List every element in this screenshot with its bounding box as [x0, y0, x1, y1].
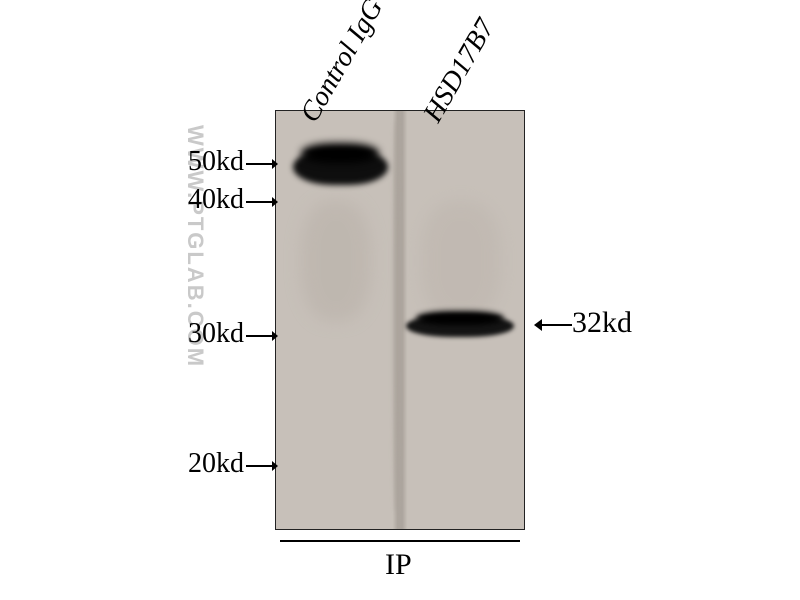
mw-text: 50kd [188, 146, 244, 177]
arrow-right-icon [244, 458, 278, 474]
ip-underline [280, 540, 520, 542]
detected-band-label: 32kd [532, 306, 632, 340]
band-hsd17b7-core [416, 311, 504, 325]
mw-marker-20kd: 20kd [168, 448, 278, 480]
smudge [393, 121, 399, 511]
arrow-right-icon [244, 328, 278, 344]
smudge [301, 201, 371, 321]
arrow-left-icon [532, 316, 572, 334]
detected-band-text: 32kd [572, 306, 632, 339]
mw-text: 30kd [188, 318, 244, 349]
mw-text: 20kd [188, 448, 244, 479]
mw-marker-30kd: 30kd [168, 318, 278, 350]
smudge [421, 201, 501, 321]
figure-root: WWW.PTGLAB.COM Control IgG HSD17B7 50kd … [0, 0, 800, 600]
ip-label: IP [385, 548, 412, 582]
blot-membrane [275, 110, 525, 530]
mw-marker-40kd: 40kd [168, 184, 278, 216]
arrow-right-icon [244, 194, 278, 210]
mw-marker-50kd: 50kd [168, 146, 278, 178]
arrow-right-icon [244, 156, 278, 172]
lane-label-control-igg: Control IgG [294, 0, 390, 128]
band-control-igg-heavy-core [301, 143, 379, 163]
mw-text: 40kd [188, 184, 244, 215]
